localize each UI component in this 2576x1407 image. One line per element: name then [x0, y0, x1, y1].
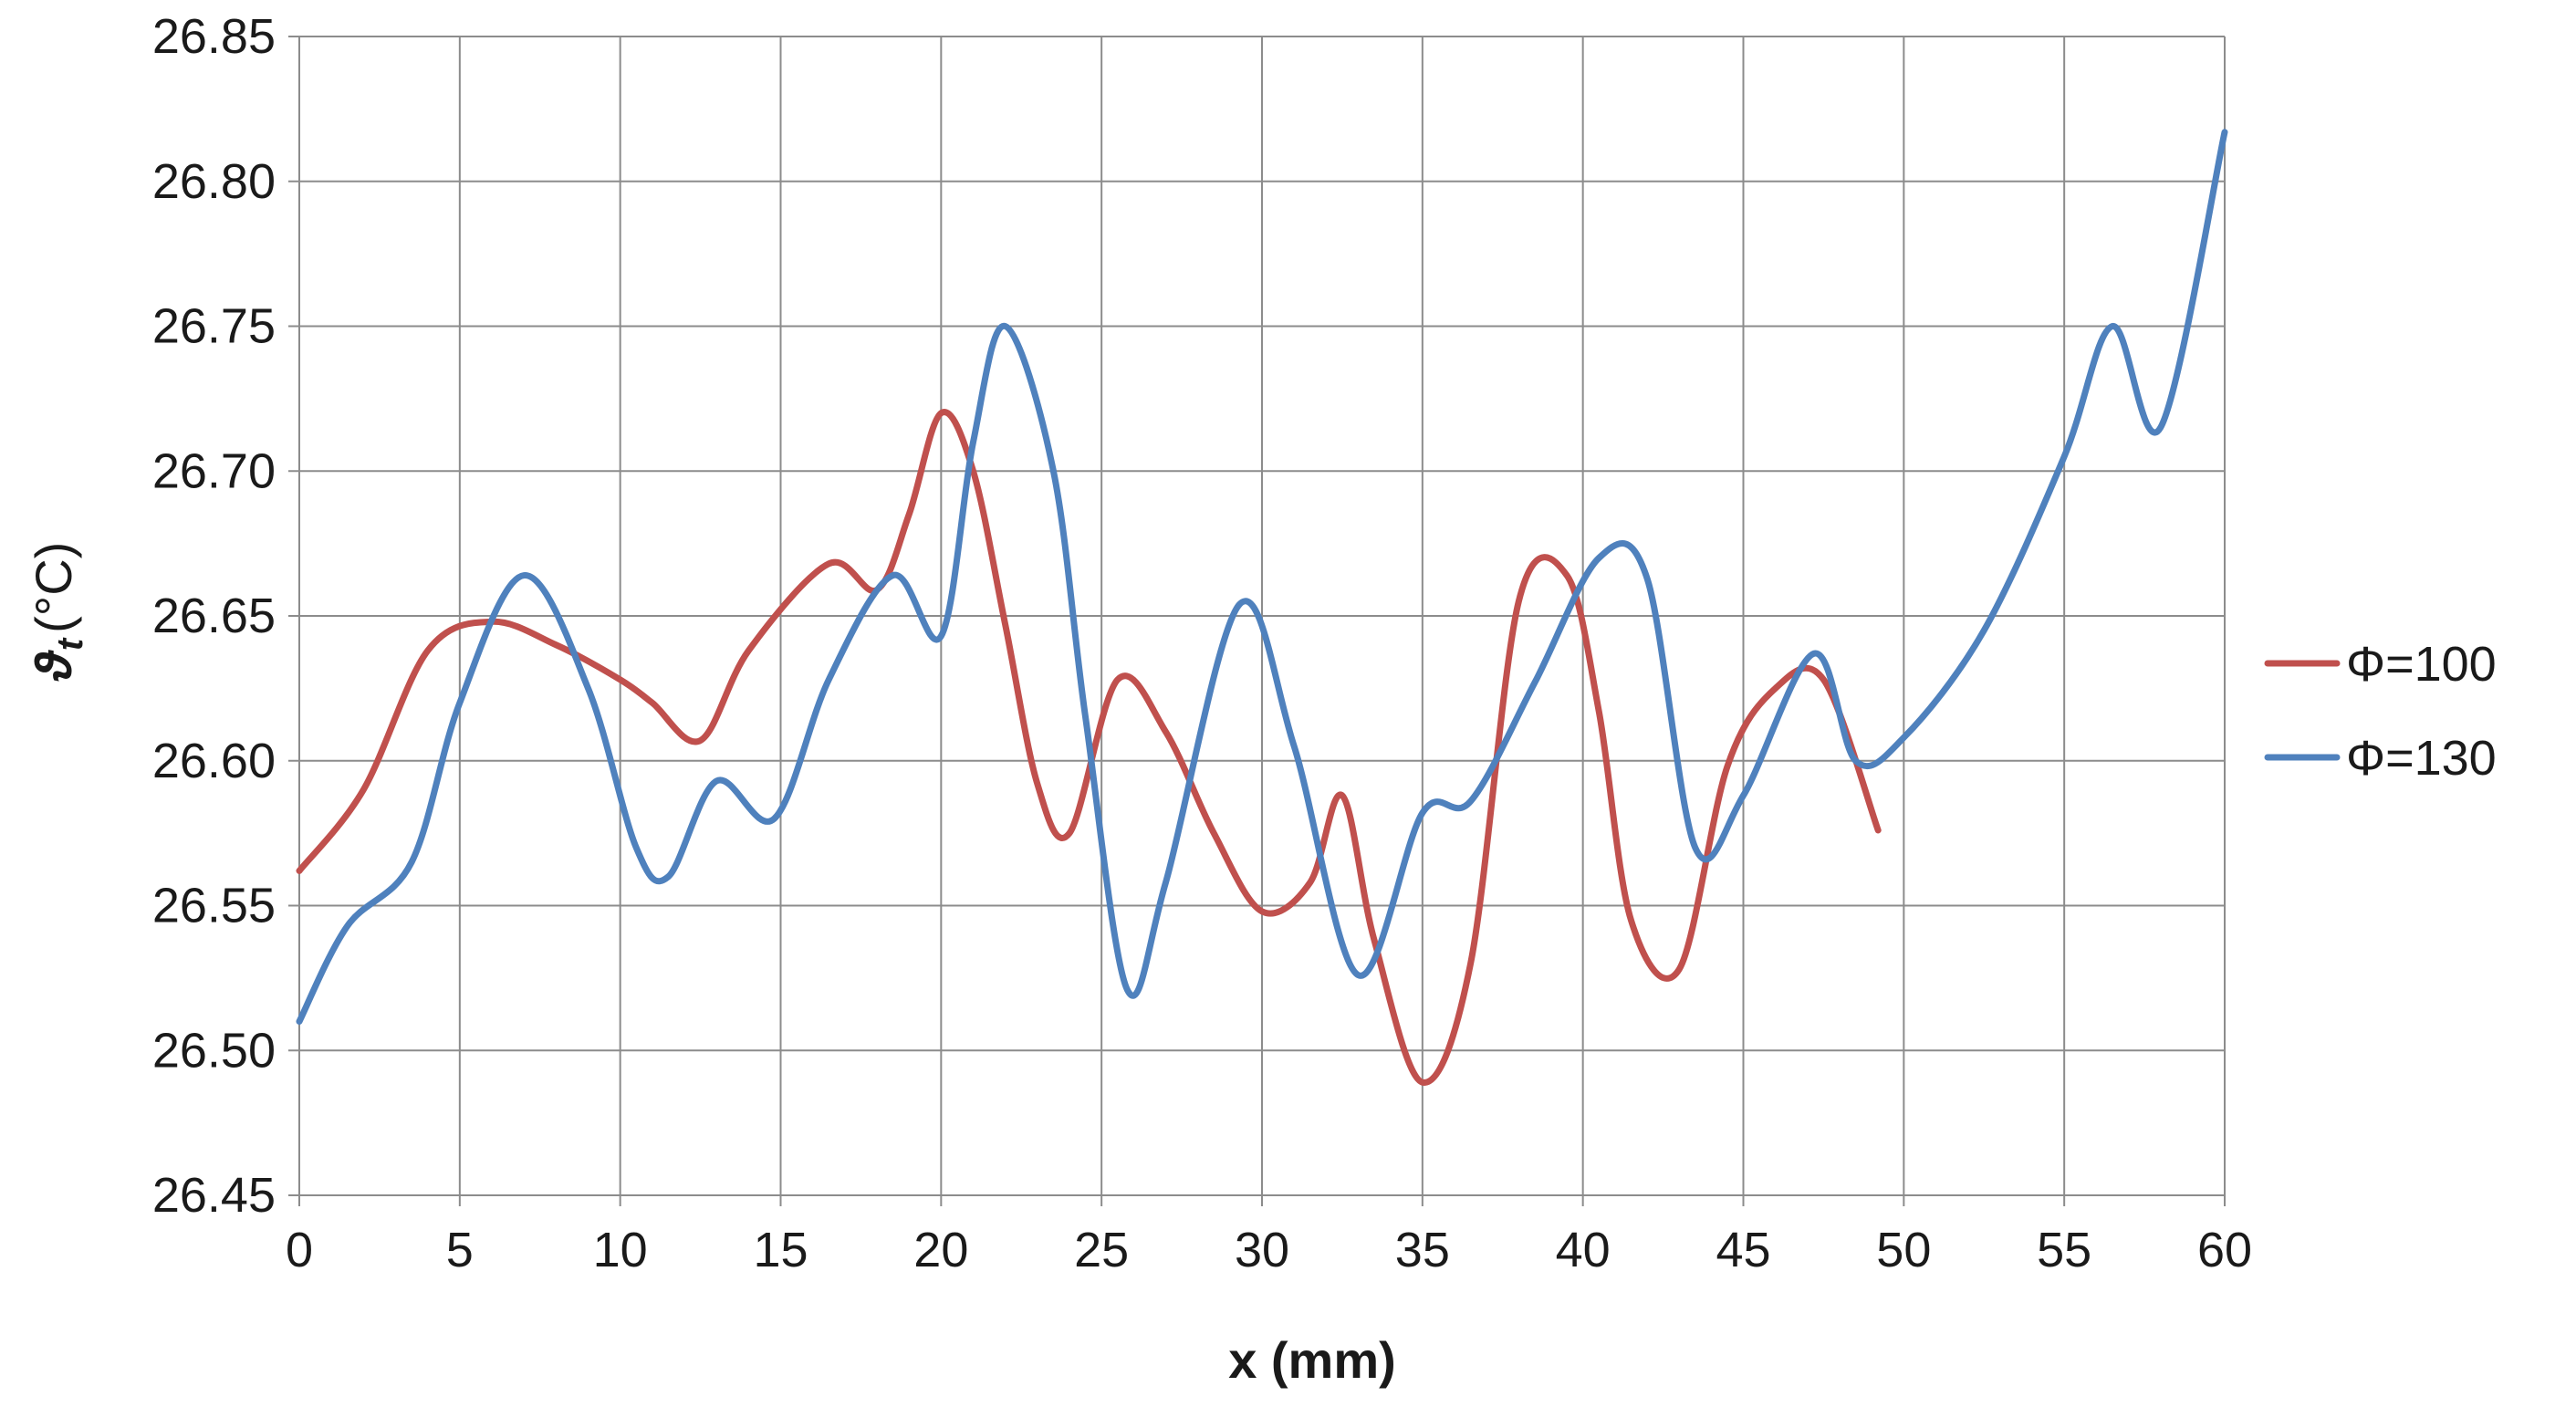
x-tick-label: 10 [593, 1223, 648, 1277]
y-tick-label: 26.75 [152, 299, 276, 354]
x-tick-label: 15 [753, 1223, 808, 1277]
series-line-phi-100 [296, 409, 1882, 1086]
y-tick-label: 26.50 [152, 1023, 276, 1078]
y-axis-unit: (°C) [25, 542, 82, 633]
x-tick-label: 0 [286, 1223, 313, 1277]
x-tick-label: 5 [446, 1223, 474, 1277]
x-tick-label: 25 [1074, 1223, 1129, 1277]
y-tick-label: 26.85 [152, 9, 276, 64]
x-tick-label: 55 [2037, 1223, 2091, 1277]
legend-label: Φ=130 [2346, 731, 2497, 786]
y-axis-symbol: ϑ [25, 649, 82, 682]
x-tick-label: 45 [1716, 1223, 1770, 1277]
y-tick-label: 26.65 [152, 589, 276, 643]
x-tick-label: 20 [913, 1223, 968, 1277]
x-tick-label: 40 [1556, 1223, 1611, 1277]
y-tick-label: 26.60 [152, 734, 276, 788]
x-tick-labels: 0 5 10 15 20 25 30 35 40 45 50 55 60 [286, 1223, 2252, 1277]
grid-layer [288, 36, 2226, 1206]
series-line-phi-130 [296, 129, 2228, 1025]
x-tick-label: 35 [1395, 1223, 1450, 1277]
x-tick-label: 50 [1876, 1223, 1931, 1277]
y-axis-subscript: t [50, 637, 90, 651]
y-tick-labels: 26.45 26.50 26.55 26.60 26.65 26.70 26.75 26.80… [152, 9, 276, 1223]
y-tick-label: 26.70 [152, 443, 276, 498]
y-tick-label: 26.45 [152, 1168, 276, 1223]
x-tick-label: 30 [1235, 1223, 1289, 1277]
legend-label: Φ=100 [2346, 637, 2497, 692]
x-tick-label: 60 [2197, 1223, 2252, 1277]
x-axis-title: x (mm) [1228, 1331, 1396, 1389]
series-layer [296, 129, 2228, 1086]
legend: Φ=100 Φ=130 [2264, 637, 2497, 786]
y-tick-label: 26.80 [152, 154, 276, 209]
y-tick-label: 26.55 [152, 879, 276, 933]
y-axis-title: ϑt (°C) [25, 542, 90, 683]
